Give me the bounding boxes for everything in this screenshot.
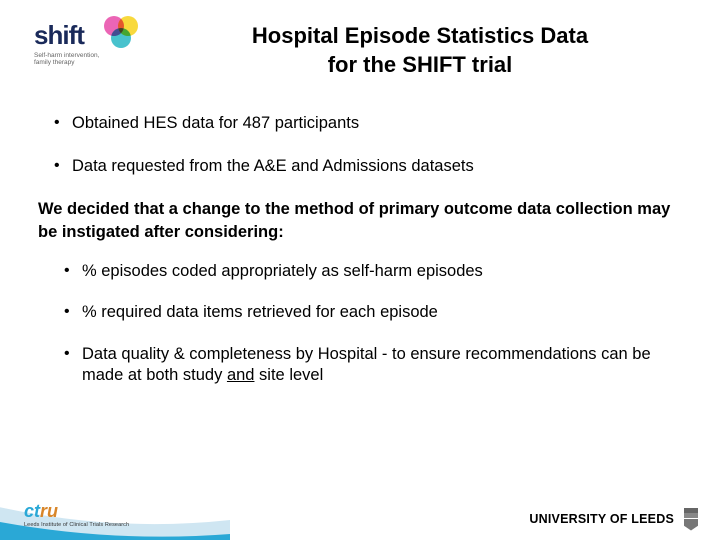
ctru-wordmark: ctru: [24, 501, 129, 522]
slide-content: Obtained HES data for 487 participants D…: [34, 113, 686, 387]
university-of-leeds-logo: UNIVERSITY OF LEEDS: [529, 506, 700, 532]
shift-logo: shift Self-harm intervention, family the…: [34, 18, 154, 74]
header-row: shift Self-harm intervention, family the…: [34, 18, 686, 79]
list-item: Data requested from the A&E and Admissio…: [54, 156, 682, 177]
leeds-logo-text: UNIVERSITY OF LEEDS: [529, 512, 674, 526]
leeds-crest-icon: [682, 506, 700, 532]
intro-paragraph: We decided that a change to the method o…: [38, 198, 682, 243]
slide-title: Hospital Episode Statistics Data for the…: [154, 18, 686, 79]
ctru-subtitle: Leeds Institute of Clinical Trials Resea…: [24, 522, 129, 528]
circle-icon: [111, 28, 131, 48]
title-line-1: Hospital Episode Statistics Data: [252, 23, 588, 48]
shift-tagline: Self-harm intervention, family therapy: [34, 52, 99, 66]
slide-footer: ctru Leeds Institute of Clinical Trials …: [0, 488, 720, 540]
underlined-word: and: [227, 366, 255, 384]
top-bullet-list: Obtained HES data for 487 participants D…: [54, 113, 682, 176]
list-item: % episodes coded appropriately as self-h…: [64, 261, 682, 282]
ctru-logo: ctru Leeds Institute of Clinical Trials …: [24, 501, 129, 528]
slide: shift Self-harm intervention, family the…: [0, 0, 720, 540]
list-item: % required data items retrieved for each…: [64, 302, 682, 323]
list-item: Obtained HES data for 487 participants: [54, 113, 682, 134]
shift-wordmark: shift: [34, 20, 84, 51]
list-item-text: Data quality & completeness by Hospital …: [82, 345, 651, 384]
sub-bullet-list: % episodes coded appropriately as self-h…: [64, 261, 682, 387]
list-item: Data quality & completeness by Hospital …: [64, 344, 682, 387]
title-line-2: for the SHIFT trial: [328, 52, 513, 77]
shift-circles-icon: [104, 16, 146, 50]
